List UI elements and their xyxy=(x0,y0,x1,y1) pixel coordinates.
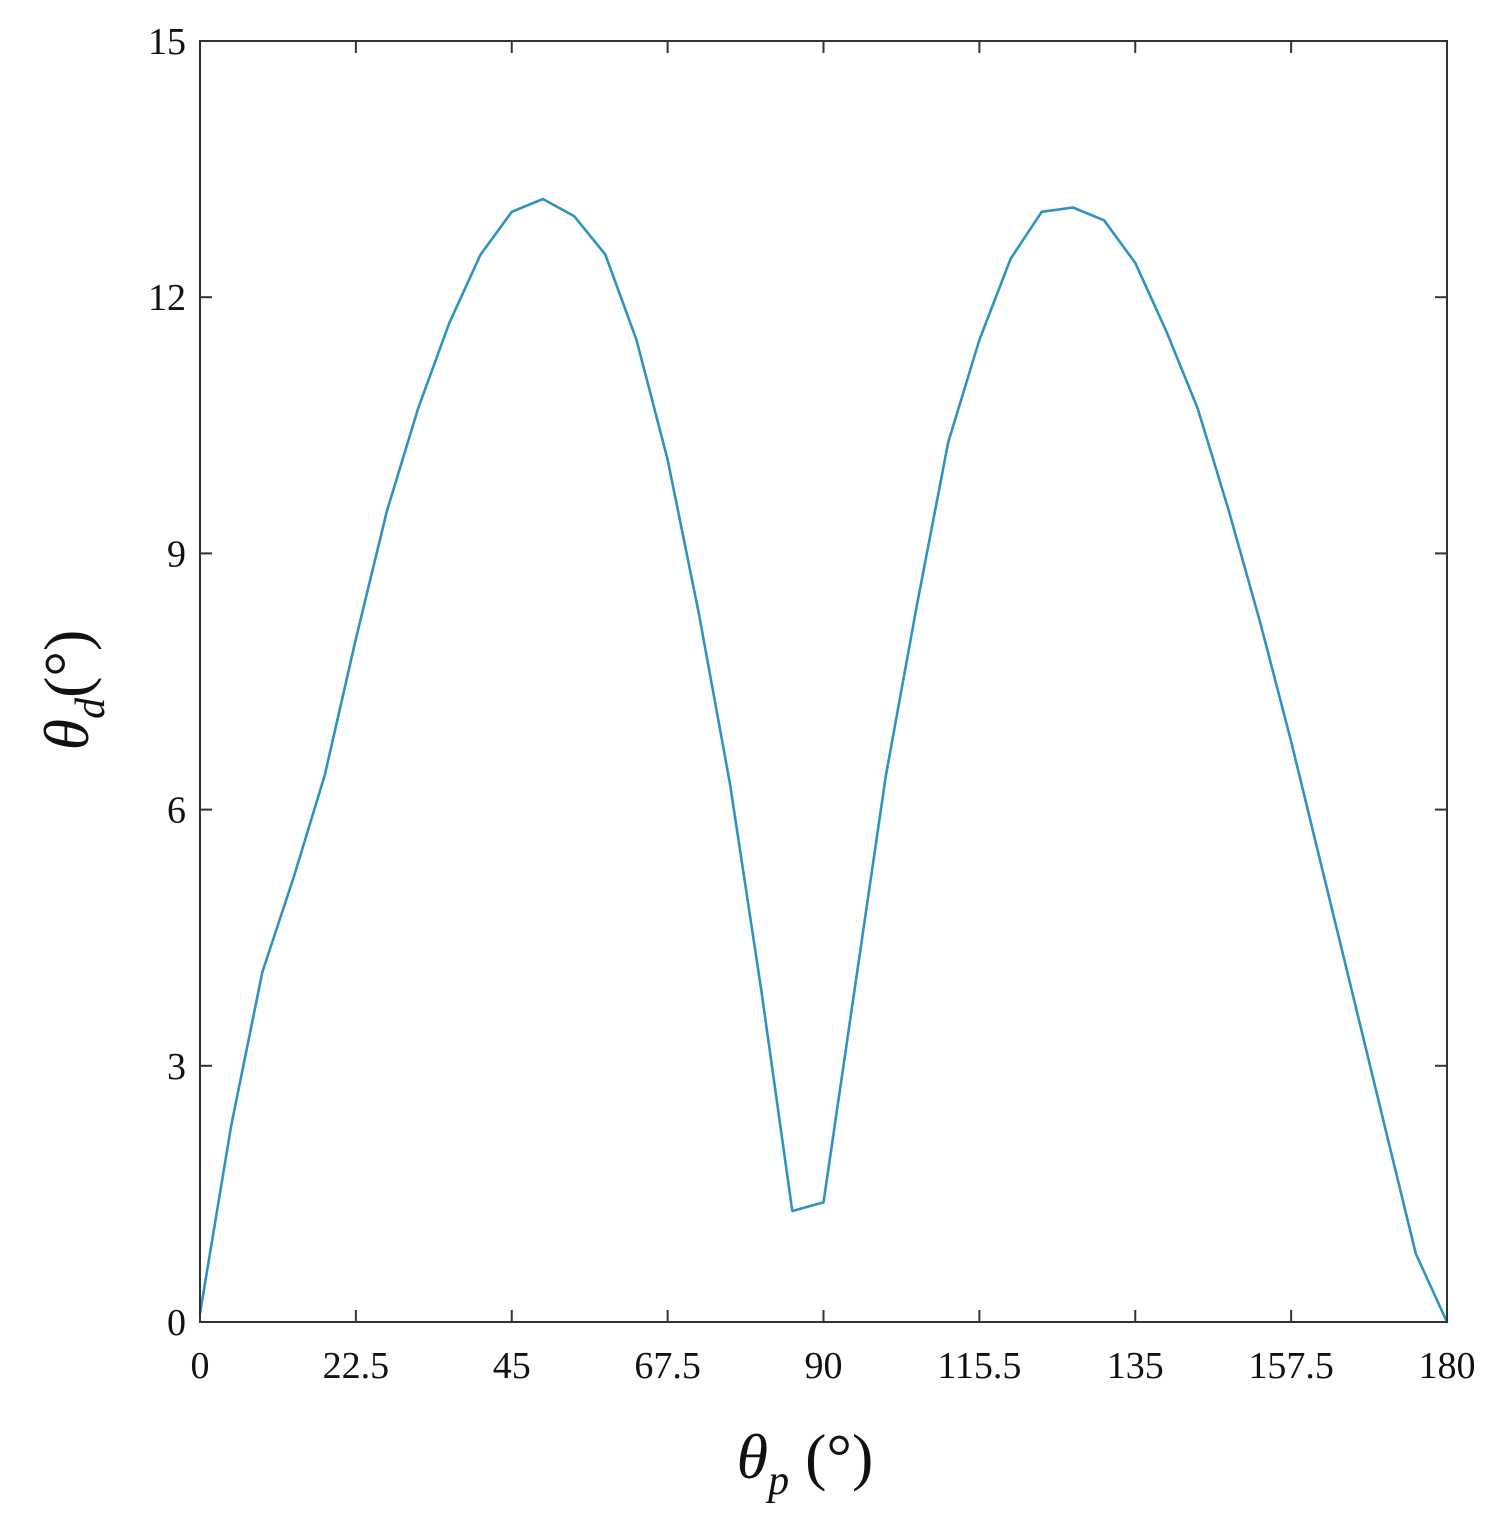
y-tick-label: 12 xyxy=(148,277,186,319)
x-tick-label: 22.5 xyxy=(323,1345,390,1387)
y-tick-label: 0 xyxy=(167,1302,186,1344)
y-tick-labels: 0 3 6 9 12 15 xyxy=(148,21,186,1344)
x-axis-label-subscript: p xyxy=(765,1458,789,1504)
y-axis-label-symbol: θ xyxy=(31,719,102,750)
x-tick-label: 0 xyxy=(191,1345,210,1387)
series-line xyxy=(198,197,1449,1324)
y-tick-label: 15 xyxy=(148,21,186,63)
x-tick-label: 90 xyxy=(805,1345,843,1387)
x-tick-label: 115.5 xyxy=(937,1345,1021,1387)
x-tick-labels: 0 22.5 45 67.5 90 115.5 135 157.5 180 xyxy=(191,1345,1476,1387)
y-tick-label: 3 xyxy=(167,1046,186,1088)
x-tick-label: 45 xyxy=(493,1345,531,1387)
x-axis-label-symbol: θ xyxy=(737,1421,768,1492)
y-tick-label: 6 xyxy=(167,790,186,832)
x-tick-label: 157.5 xyxy=(1248,1345,1334,1387)
axes-box xyxy=(199,40,1448,1323)
y-axis-label: θd(°) xyxy=(31,630,114,751)
y-axis-label-subscript: d xyxy=(68,697,114,719)
y-tick-label: 9 xyxy=(167,533,186,575)
x-tick-label: 135 xyxy=(1107,1345,1164,1387)
x-tick-label: 180 xyxy=(1419,1345,1476,1387)
x-axis-label-unit: (°) xyxy=(789,1421,873,1492)
y-axis-label-unit: (°) xyxy=(31,630,102,698)
x-axis-label: θp (°) xyxy=(737,1421,874,1504)
x-tick-label: 67.5 xyxy=(634,1345,701,1387)
axis-ticks xyxy=(199,40,1448,1323)
